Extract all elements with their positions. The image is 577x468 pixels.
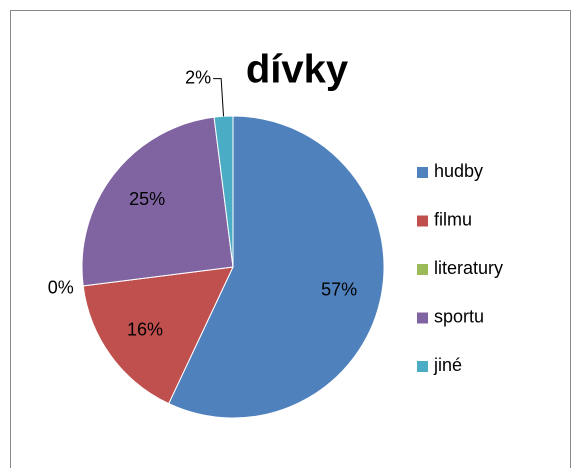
legend-swatch bbox=[417, 167, 428, 178]
legend-label: jiné bbox=[433, 355, 462, 375]
legend-swatch bbox=[417, 312, 428, 324]
legend-label: literatury bbox=[434, 258, 503, 278]
data-label: 25% bbox=[129, 189, 165, 209]
data-label: 0% bbox=[48, 278, 74, 298]
pie-slice bbox=[168, 115, 385, 419]
legend-swatch bbox=[417, 264, 428, 275]
data-label: 2% bbox=[185, 67, 211, 87]
pie-slice bbox=[82, 266, 234, 405]
legend-label: sportu bbox=[434, 306, 484, 326]
data-label: 16% bbox=[127, 320, 163, 340]
pie-slice bbox=[81, 116, 234, 287]
legend-label: hudby bbox=[434, 161, 483, 181]
legend-swatch bbox=[417, 215, 428, 227]
legend-label: filmu bbox=[434, 209, 472, 229]
legend-swatch bbox=[417, 361, 428, 372]
leader-line bbox=[213, 78, 225, 117]
chart-title: dívky bbox=[246, 48, 349, 92]
data-label: 57% bbox=[321, 279, 357, 299]
pie-slice bbox=[213, 115, 234, 268]
